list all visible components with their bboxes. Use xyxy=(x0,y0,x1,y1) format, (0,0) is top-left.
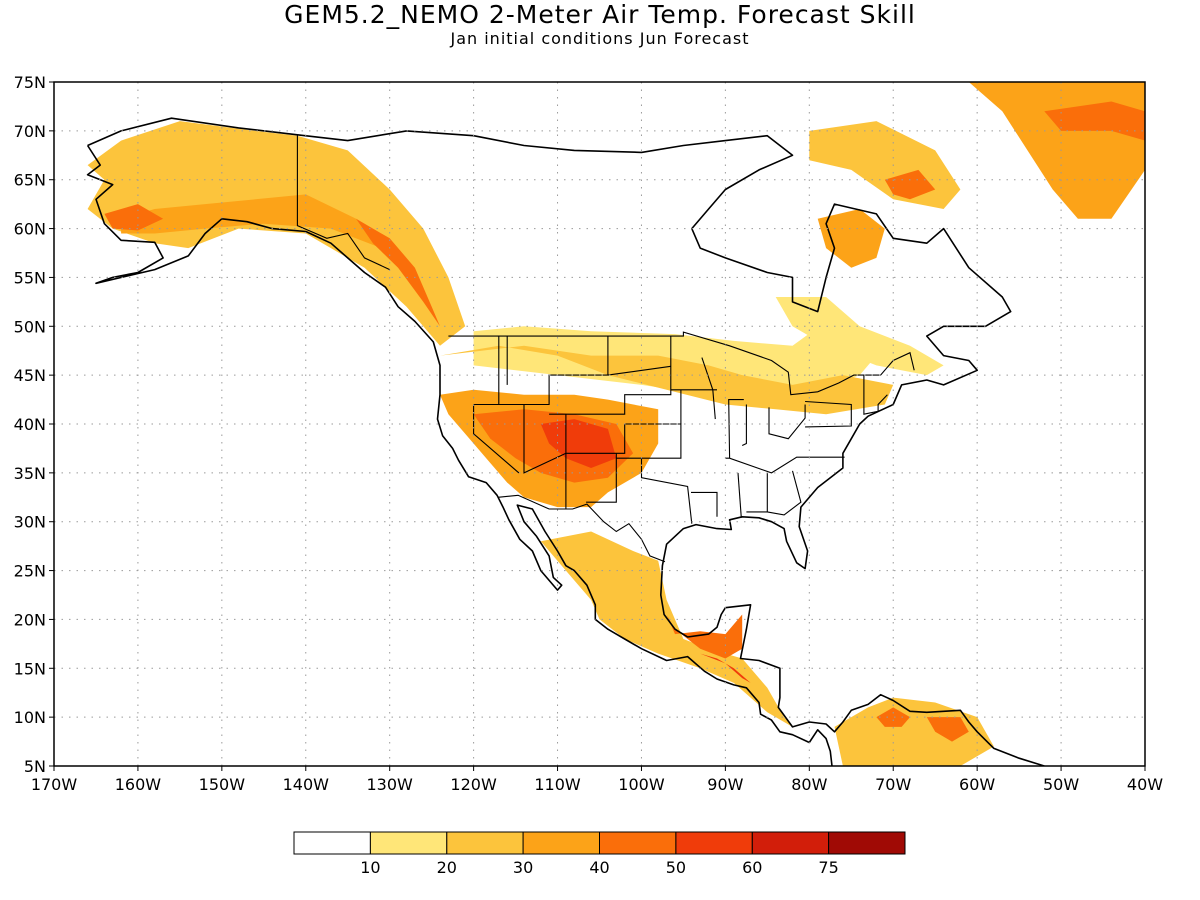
colorbar-label: 40 xyxy=(589,858,609,877)
x-tick-label: 140W xyxy=(283,775,330,794)
x-tick-label: 160W xyxy=(115,775,162,794)
colorbar-label: 10 xyxy=(360,858,380,877)
skill-region-baffin-max xyxy=(884,169,936,200)
y-tick-label: 75N xyxy=(14,73,46,92)
skill-region-south-america-max2 xyxy=(926,717,969,742)
colorbar-bin xyxy=(522,831,600,855)
state-lines-a xyxy=(498,336,682,474)
colorbar-bin xyxy=(369,831,448,855)
colorbar-label: 75 xyxy=(818,858,838,877)
state-lines-n xyxy=(741,404,747,446)
y-tick-label: 20N xyxy=(14,610,46,629)
colorbar-label: 30 xyxy=(513,858,533,877)
y-tick-label: 10N xyxy=(14,708,46,727)
y-tick-label: 25N xyxy=(14,562,46,581)
x-tick-label: 50W xyxy=(1043,775,1079,794)
y-tick-label: 15N xyxy=(14,659,46,678)
skill-region-south-america-north xyxy=(834,697,994,766)
skill-region-alaska-max xyxy=(104,204,164,231)
skill-region-central-america-max xyxy=(700,653,751,683)
y-tick-label: 5N xyxy=(24,757,46,776)
x-tick-label: 100W xyxy=(618,775,665,794)
x-tick-label: 110W xyxy=(534,775,581,794)
state-lines-i xyxy=(725,456,845,474)
state-lines-o xyxy=(768,404,806,440)
coastline-layer xyxy=(86,117,1045,766)
x-tick-label: 40W xyxy=(1127,775,1163,794)
x-tick-label: 150W xyxy=(199,775,246,794)
colorbar-bin xyxy=(446,831,524,855)
x-tick-label: 170W xyxy=(31,775,78,794)
lat-lon-gridlines xyxy=(54,82,1145,766)
y-tick-label: 45N xyxy=(14,366,46,385)
colorbar-bin xyxy=(828,831,906,855)
y-tick-label: 70N xyxy=(14,122,46,141)
y-tick-label: 55N xyxy=(14,268,46,287)
chart-subtitle: Jan initial conditions Jun Forecast xyxy=(450,29,750,48)
colorbar-label: 20 xyxy=(437,858,457,877)
colorbar-label: 50 xyxy=(666,858,686,877)
map-axis-labels: 170W 160W 150W 140W 130W 120W 110W 100W 90W 80W 70… xyxy=(14,73,1164,794)
colorbar-bin xyxy=(675,831,753,855)
state-lines-b xyxy=(473,404,520,474)
x-tick-label: 130W xyxy=(367,775,414,794)
y-tick-label: 30N xyxy=(14,513,46,532)
colorbar-bin xyxy=(599,831,677,855)
state-lines-f xyxy=(586,453,617,503)
y-tick-label: 35N xyxy=(14,464,46,483)
skill-region-alaska xyxy=(87,121,466,346)
skill-region-quebec xyxy=(775,297,944,376)
skill-region-south-america-max xyxy=(876,707,910,727)
colorbar-label: 60 xyxy=(742,858,762,877)
x-tick-label: 90W xyxy=(707,775,743,794)
state-lines-e xyxy=(607,365,671,376)
x-tick-label: 80W xyxy=(791,775,827,794)
skill-region-us-sw-max xyxy=(540,419,617,468)
y-tick-label: 40N xyxy=(14,415,46,434)
alaska-canada-border xyxy=(296,134,390,271)
x-tick-label: 120W xyxy=(450,775,497,794)
colorbar-bin xyxy=(751,831,830,855)
state-lines-s xyxy=(728,399,744,459)
state-lines-g xyxy=(640,458,693,524)
state-lines-m xyxy=(767,470,802,516)
y-tick-label: 60N xyxy=(14,220,46,239)
skill-region-central-america-core xyxy=(658,599,743,659)
y-tick-label: 50N xyxy=(14,317,46,336)
coastline-west-coast xyxy=(86,145,833,766)
skill-region-canada-coast-max xyxy=(356,218,440,327)
skill-region-hudson-east xyxy=(817,209,885,268)
y-tick-label: 65N xyxy=(14,171,46,190)
state-lines-d xyxy=(549,336,672,415)
chart-title: GEM5.2_NEMO 2-Meter Air Temp. Forecast S… xyxy=(284,0,916,29)
us-canada-border xyxy=(448,331,915,396)
state-lines-q xyxy=(701,357,716,420)
us-mexico-border xyxy=(497,494,666,563)
colorbar-bin xyxy=(293,831,371,855)
x-tick-label: 60W xyxy=(959,775,995,794)
skill-region-mexico xyxy=(540,531,801,737)
coastline-north-america-mainland xyxy=(87,117,1045,766)
skill-region-us-west-north xyxy=(440,345,894,415)
x-tick-label: 70W xyxy=(875,775,911,794)
colorbar-legend: 10 20 30 40 50 60 75 xyxy=(293,831,906,877)
state-lines-k xyxy=(737,472,742,518)
state-lines-t xyxy=(863,375,888,415)
skill-region-alaska-core xyxy=(121,194,424,297)
state-lines-p xyxy=(805,400,852,428)
state-lines-j xyxy=(691,491,718,517)
skill-shading-layer xyxy=(87,82,1145,766)
